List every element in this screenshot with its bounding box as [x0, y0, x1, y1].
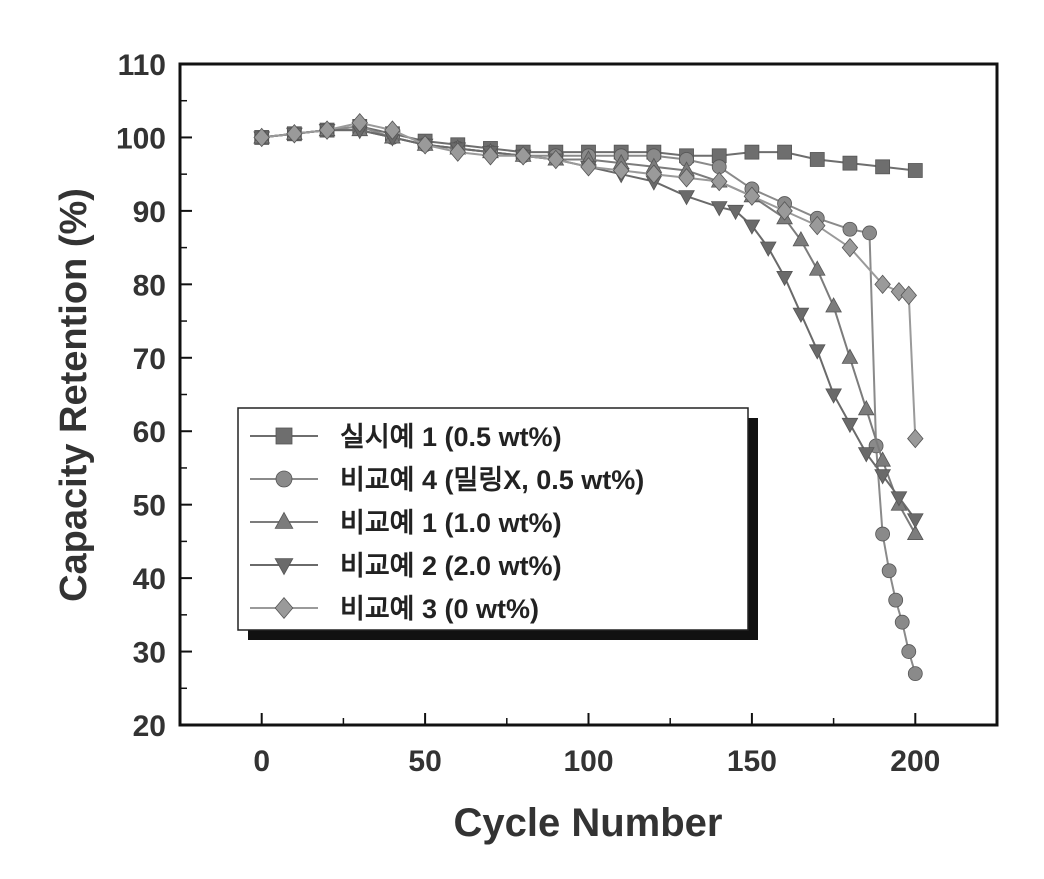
data-point: [482, 146, 499, 166]
data-point: [875, 159, 891, 175]
data-point: [710, 171, 728, 192]
y-tick-label: 90: [133, 196, 166, 229]
data-point: [841, 348, 859, 364]
data-point: [318, 120, 336, 140]
data-point: [759, 241, 777, 257]
data-point: [711, 159, 727, 175]
y-tick-label: 60: [133, 416, 166, 449]
x-tick-label: 50: [408, 745, 441, 778]
data-point: [841, 417, 859, 434]
data-point: [384, 120, 401, 140]
series-layer: [253, 113, 924, 681]
data-point: [857, 399, 875, 416]
data-point: [809, 215, 826, 236]
data-point: [351, 113, 368, 133]
legend-entry: 비교예 1 (1.0 wt%): [250, 508, 562, 538]
data-point: [890, 281, 908, 302]
data-point: [874, 451, 891, 467]
data-point: [906, 524, 924, 541]
x-axis-label: Cycle Number: [454, 801, 723, 845]
data-point: [416, 135, 434, 155]
legend: 실시예 1 (0.5 wt%) 비교예 4 (밀링X, 0.5 wt%) 비교예 1…: [237, 407, 758, 640]
data-point: [743, 186, 761, 206]
legend-marker: [274, 511, 294, 529]
data-point: [825, 388, 842, 404]
data-point: [580, 157, 597, 177]
data-point: [727, 204, 744, 221]
x-tick-label: 200: [890, 745, 940, 778]
x-tick-label: 150: [727, 745, 777, 778]
data-point: [808, 260, 826, 276]
y-tick-label: 30: [133, 637, 166, 670]
y-tick-label: 40: [133, 563, 166, 596]
data-point: [514, 146, 532, 166]
legend-marker: [275, 427, 293, 445]
legend-entry: 비교예 2 (2.0 wt%): [250, 551, 562, 581]
y-tick-label: 50: [133, 490, 166, 523]
data-point: [449, 142, 467, 162]
data-point: [857, 447, 875, 463]
data-point: [890, 491, 908, 507]
data-point: [678, 168, 695, 188]
legend-label: 비교예 3 (0 wt%): [340, 594, 539, 624]
legend-label: 비교예 2 (2.0 wt%): [340, 551, 562, 581]
series-5: [253, 113, 924, 449]
data-point: [253, 127, 270, 148]
data-point: [907, 666, 923, 681]
data-point: [842, 155, 858, 171]
legend-entry: 실시예 1 (0.5 wt%): [250, 422, 562, 452]
data-point: [792, 231, 810, 247]
y-tick-label: 110: [118, 49, 166, 82]
data-point: [776, 201, 793, 221]
data-point: [809, 152, 825, 167]
legend-entry: 비교예 4 (밀링X, 0.5 wt%): [250, 465, 644, 495]
data-point: [862, 225, 877, 241]
data-point: [792, 307, 810, 323]
data-point: [874, 274, 891, 295]
legend-label: 비교예 1 (1.0 wt%): [340, 508, 562, 538]
y-tick-label: 70: [133, 343, 166, 376]
data-point: [612, 160, 630, 181]
data-point: [901, 644, 917, 659]
axis-ticks: 0 50 100 150 200 20 30 40 50 60 70 80 90 100 110: [116, 49, 998, 778]
data-point: [900, 285, 917, 306]
legend-marker: [274, 596, 294, 620]
x-tick-label: 0: [253, 745, 270, 778]
data-point: [888, 592, 904, 608]
data-point: [710, 201, 728, 217]
legend-marker: [275, 470, 293, 488]
data-point: [678, 190, 695, 206]
data-point: [881, 563, 897, 579]
legend-label: 실시예 1 (0.5 wt%): [340, 422, 562, 452]
data-point: [547, 149, 565, 170]
data-point: [808, 344, 826, 360]
data-point: [842, 221, 858, 237]
legend-entry: 비교예 3 (0 wt%): [250, 594, 539, 624]
data-point: [875, 526, 891, 542]
data-point: [776, 270, 793, 287]
series-4: [253, 124, 924, 529]
data-point: [743, 219, 761, 235]
y-tick-label: 80: [133, 269, 166, 302]
data-point: [645, 164, 663, 184]
data-point: [286, 124, 303, 144]
data-point: [894, 614, 910, 630]
x-tick-label: 100: [563, 745, 613, 778]
data-point: [874, 469, 891, 485]
y-tick-label: 20: [133, 710, 166, 743]
data-point: [841, 237, 859, 258]
data-point: [777, 144, 792, 160]
y-axis-label: Capacity Retention (%): [53, 188, 95, 602]
legend-box: [237, 407, 749, 631]
data-point: [825, 297, 842, 313]
data-point: [744, 144, 760, 160]
legend-label: 비교예 4 (밀링X, 0.5 wt%): [340, 465, 644, 495]
data-point: [907, 163, 923, 178]
data-point: [907, 428, 924, 449]
legend-marker: [274, 558, 294, 576]
data-point: [906, 513, 924, 529]
y-tick-label: 100: [116, 122, 166, 155]
